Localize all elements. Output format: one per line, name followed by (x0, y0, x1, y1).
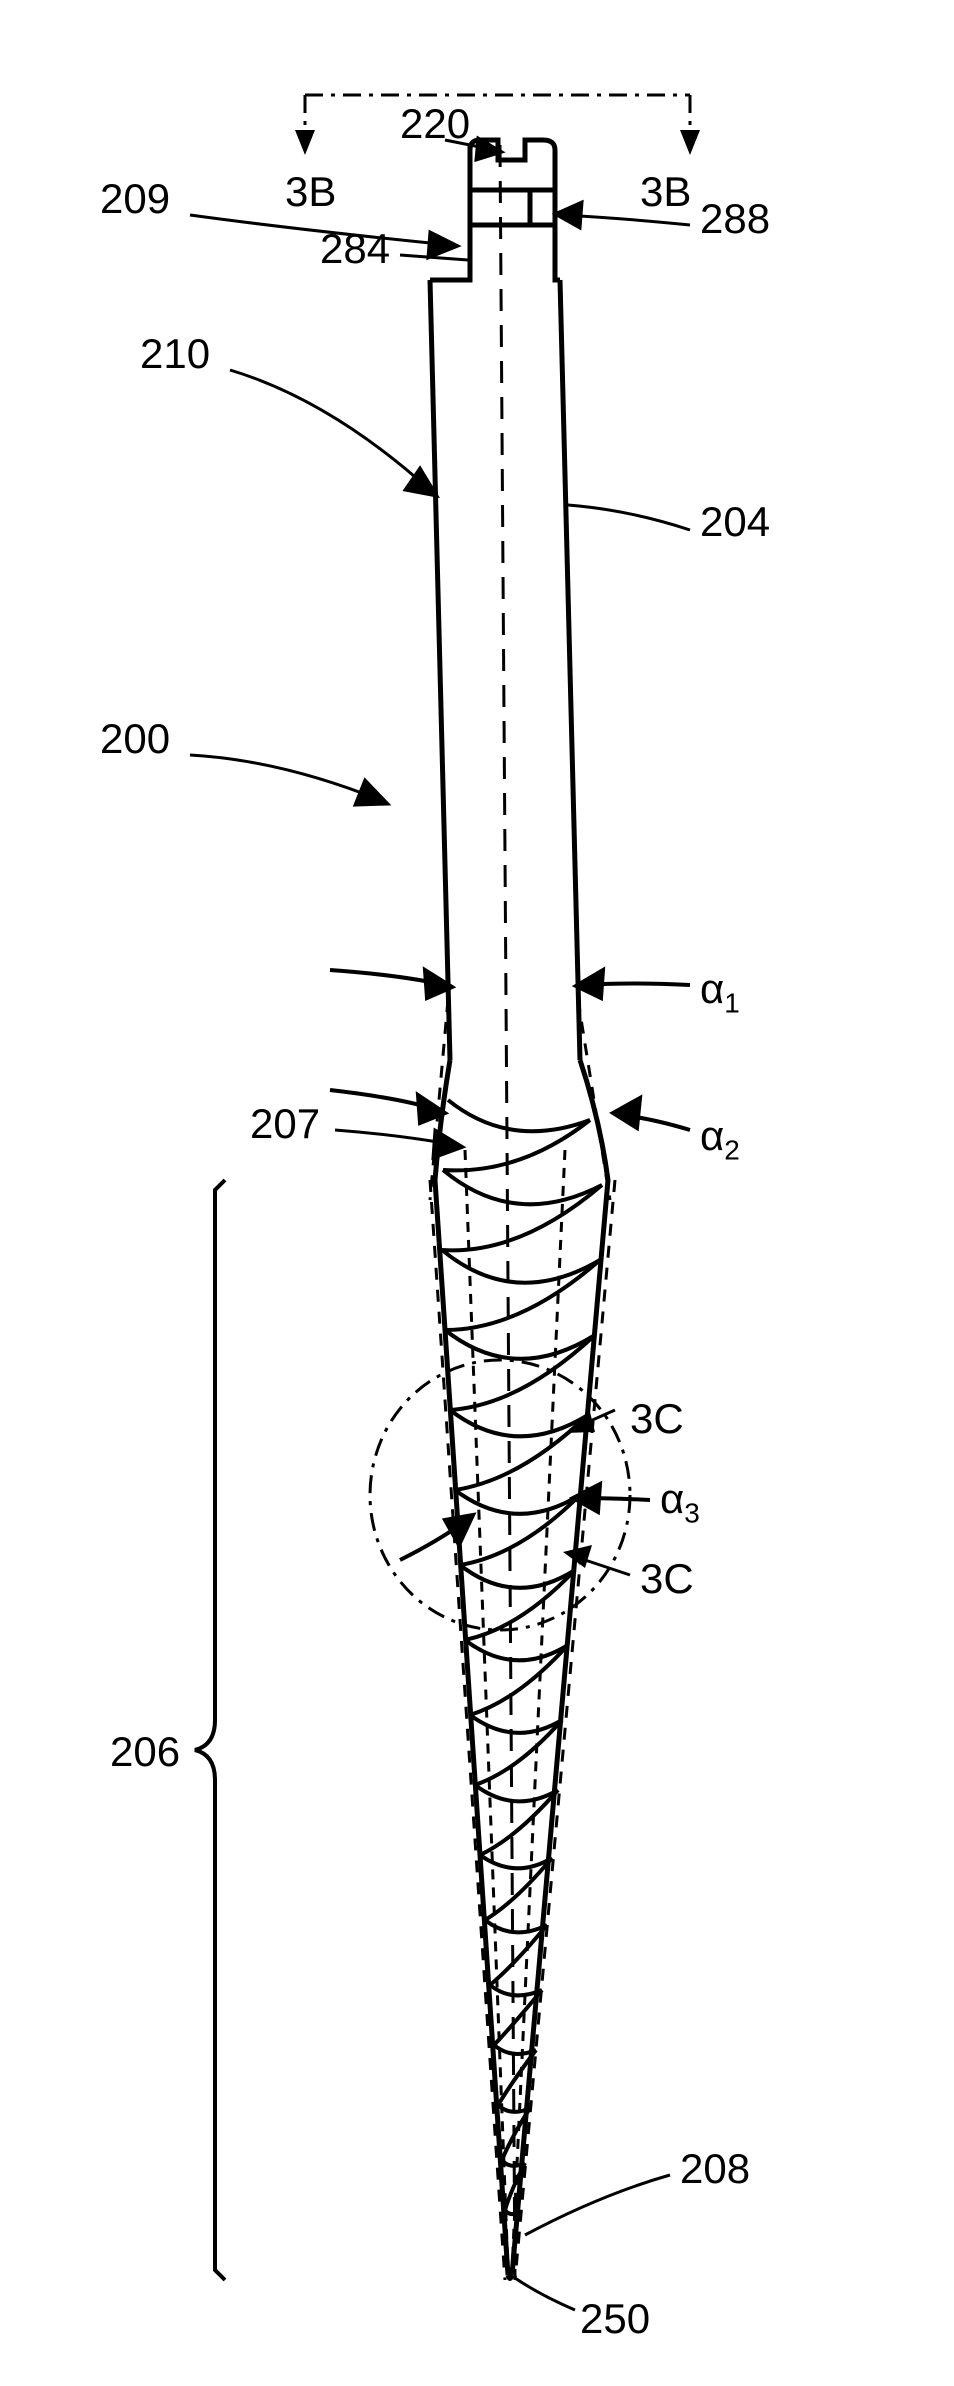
label-200: 200 (100, 715, 170, 763)
label-alpha2: α2 (700, 1112, 740, 1166)
label-288: 288 (700, 195, 770, 243)
alpha2-taper (430, 1180, 615, 2280)
label-206: 206 (110, 1728, 180, 1776)
label-208: 208 (680, 2145, 750, 2193)
working-portion-outline (435, 1060, 608, 2279)
centerline (500, 145, 515, 2280)
label-3c-upper: 3C (630, 1395, 684, 1443)
label-284: 284 (320, 225, 390, 273)
label-3b-left: 3B (285, 168, 336, 216)
label-3b-right: 3B (640, 168, 691, 216)
label-210: 210 (140, 330, 210, 378)
label-250: 250 (580, 2295, 650, 2343)
label-204: 204 (700, 498, 770, 546)
label-3c-lower: 3C (640, 1555, 694, 1603)
label-alpha1: α1 (700, 965, 740, 1019)
label-207: 207 (250, 1100, 320, 1148)
bracket-206 (195, 1180, 225, 2280)
alpha2-arrows (330, 1090, 690, 1130)
label-220: 220 (400, 100, 470, 148)
shank-step (430, 225, 560, 280)
label-alpha3: α3 (660, 1475, 700, 1529)
alpha3-arrows (400, 1484, 650, 1560)
label-209: 209 (100, 175, 170, 223)
alpha1-arrows (330, 970, 690, 998)
figure-container: 209 3B 220 3B 288 284 210 204 200 α1 207… (0, 0, 954, 2386)
